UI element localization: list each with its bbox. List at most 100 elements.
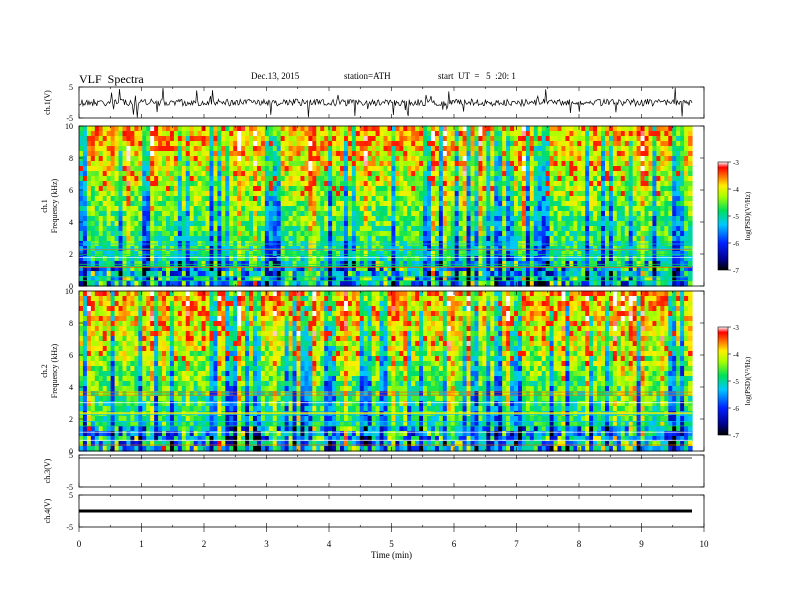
ch1-spectrogram-cell (541, 211, 547, 217)
ch1-spectrogram-cell (415, 126, 420, 132)
ch1-spectrogram-cell (173, 221, 179, 227)
ch1-spectrogram-cell (498, 216, 503, 222)
ch1-spectrogram-cell (632, 231, 638, 237)
ch1-spectrogram-cell (482, 271, 487, 277)
ch1-spectrogram-cell (466, 156, 472, 162)
ch1-spectrogram-cell (628, 146, 634, 152)
ch1-spectrogram-cell (268, 266, 274, 272)
ch1-spectrogram-cell (597, 196, 602, 202)
ch1-spectrogram-cell (158, 171, 163, 177)
ch1-spectrogram-cell (632, 171, 638, 177)
ch1-spectrogram-cell (684, 141, 689, 147)
ch1-spectrogram-cell (620, 266, 626, 272)
ch1-spectrogram-cell (126, 186, 132, 192)
ch1-spectrogram-cell (166, 206, 171, 212)
ch1-spectrogram-cell (525, 161, 531, 167)
ch1-spectrogram-cell (383, 226, 389, 232)
ch1-spectrogram-cell (363, 251, 369, 257)
ch1-spectrogram-cell (482, 151, 487, 157)
ch1-spectrogram-cell (355, 281, 361, 287)
ch1-spectrogram-cell (253, 131, 258, 137)
ch1-spectrogram-cell (280, 186, 286, 192)
ch1-spectrogram-cell (256, 166, 262, 172)
ch1-spectrogram-cell (336, 216, 341, 222)
ch1-spectrogram-cell (668, 211, 673, 217)
ch1-spectrogram-cell (213, 136, 219, 142)
ch1-spectrogram-cell (442, 276, 448, 282)
ch1-spectrogram-cell (241, 186, 246, 192)
ch1-spectrogram-cell (498, 131, 503, 137)
ch1-spectrogram-cell (458, 276, 464, 282)
ch1-spectrogram-cell (474, 231, 480, 237)
ch1-spectrogram-cell (533, 271, 539, 277)
ch1-spectrogram-cell (565, 276, 570, 282)
ch1-spectrogram-cell (245, 221, 250, 227)
ch1-spectrogram-cell (193, 146, 199, 152)
ch1-spectrogram-cell (521, 256, 527, 262)
ch1-spectrogram-cell (387, 181, 393, 187)
ch1-spectrogram-cell (612, 161, 618, 167)
ch1-spectrogram-cell (407, 146, 412, 152)
ch1-spectrogram-cell (577, 136, 582, 142)
ch1-spectrogram-cell (276, 261, 282, 267)
ch1-spectrogram-cell (213, 276, 219, 282)
ch1-spectrogram-cell (268, 236, 274, 242)
ch2-spectrogram-cell (79, 321, 84, 327)
ch1-spectrogram-cell (450, 206, 456, 212)
ch1-spectrogram-cell (597, 206, 602, 212)
ch1-spectrogram-cell (166, 231, 171, 237)
ch1-spectrogram-cell (185, 176, 191, 182)
ch1-spectrogram-cell (260, 266, 266, 272)
ch1-spectrogram-cell (517, 191, 523, 197)
ch1-spectrogram-cell (213, 196, 219, 202)
ch1-spectrogram-cell (672, 221, 677, 227)
ch1-spectrogram-cell (126, 126, 132, 132)
ch1-spectrogram-cell (363, 271, 369, 277)
ch1-spectrogram-cell (169, 276, 175, 282)
ch1-spectrogram-cell (395, 216, 400, 222)
ch1-spectrogram-cell (628, 206, 634, 212)
ch1-spectrogram-cell (628, 136, 634, 142)
ch1-spectrogram-cell (403, 146, 408, 152)
ch1-spectrogram-cell (498, 261, 503, 267)
ch1-spectrogram-cell (162, 191, 167, 197)
ch1-spectrogram-cell (656, 191, 661, 197)
ch1-spectrogram-cell (529, 191, 535, 197)
ch1-spectrogram-cell (292, 136, 298, 142)
ch1-spectrogram-cell (114, 161, 120, 167)
ch1-spectrogram-cell (134, 211, 139, 217)
ch1-spectrogram-cell (593, 146, 598, 152)
ch1-spectrogram-cell (355, 206, 361, 212)
ch1-spectrogram-cell (110, 261, 116, 267)
ch1-spectrogram-cell (565, 136, 570, 142)
ch1-spectrogram-cell (450, 231, 456, 237)
ch1-spectrogram-cell (320, 221, 325, 227)
ch1-spectrogram-cell (660, 281, 665, 287)
ch1-spectrogram-cell (620, 136, 626, 142)
ch1-spectrogram-cell (114, 186, 120, 192)
ch1-spectrogram-cell (94, 186, 100, 192)
ch1-spectrogram-cell (268, 181, 274, 187)
ch1-spectrogram-cell (367, 136, 373, 142)
ch1-spectrogram-cell (541, 166, 547, 172)
ch1-spectrogram-cell (150, 176, 155, 182)
ch1-spectrogram-cell (672, 186, 677, 192)
ch1-spectrogram-cell (514, 151, 519, 157)
ch1-spectrogram-cell (640, 281, 646, 287)
ch1-spectrogram-cell (304, 181, 309, 187)
ch1-spectrogram-cell (411, 181, 416, 187)
ch1-spectrogram-cell (304, 221, 309, 227)
ch1-spectrogram-cell (296, 266, 302, 272)
ch1-spectrogram-cell (450, 171, 456, 177)
ch1-spectrogram-cell (660, 151, 665, 157)
ch1-spectrogram-cell (387, 161, 393, 167)
ch1-spectrogram-cell (189, 206, 195, 212)
ch1-spectrogram-cell (430, 236, 436, 242)
ch1-spectrogram-cell (494, 171, 499, 177)
ch1-spectrogram-cell (676, 231, 681, 237)
ch1-spectrogram-cell (438, 226, 444, 232)
ch1-spectrogram-cell (450, 181, 456, 187)
ch1-spectrogram-cell (260, 231, 266, 237)
ch1-spectrogram-cell (510, 131, 515, 137)
ch1-spectrogram-cell (209, 136, 215, 142)
